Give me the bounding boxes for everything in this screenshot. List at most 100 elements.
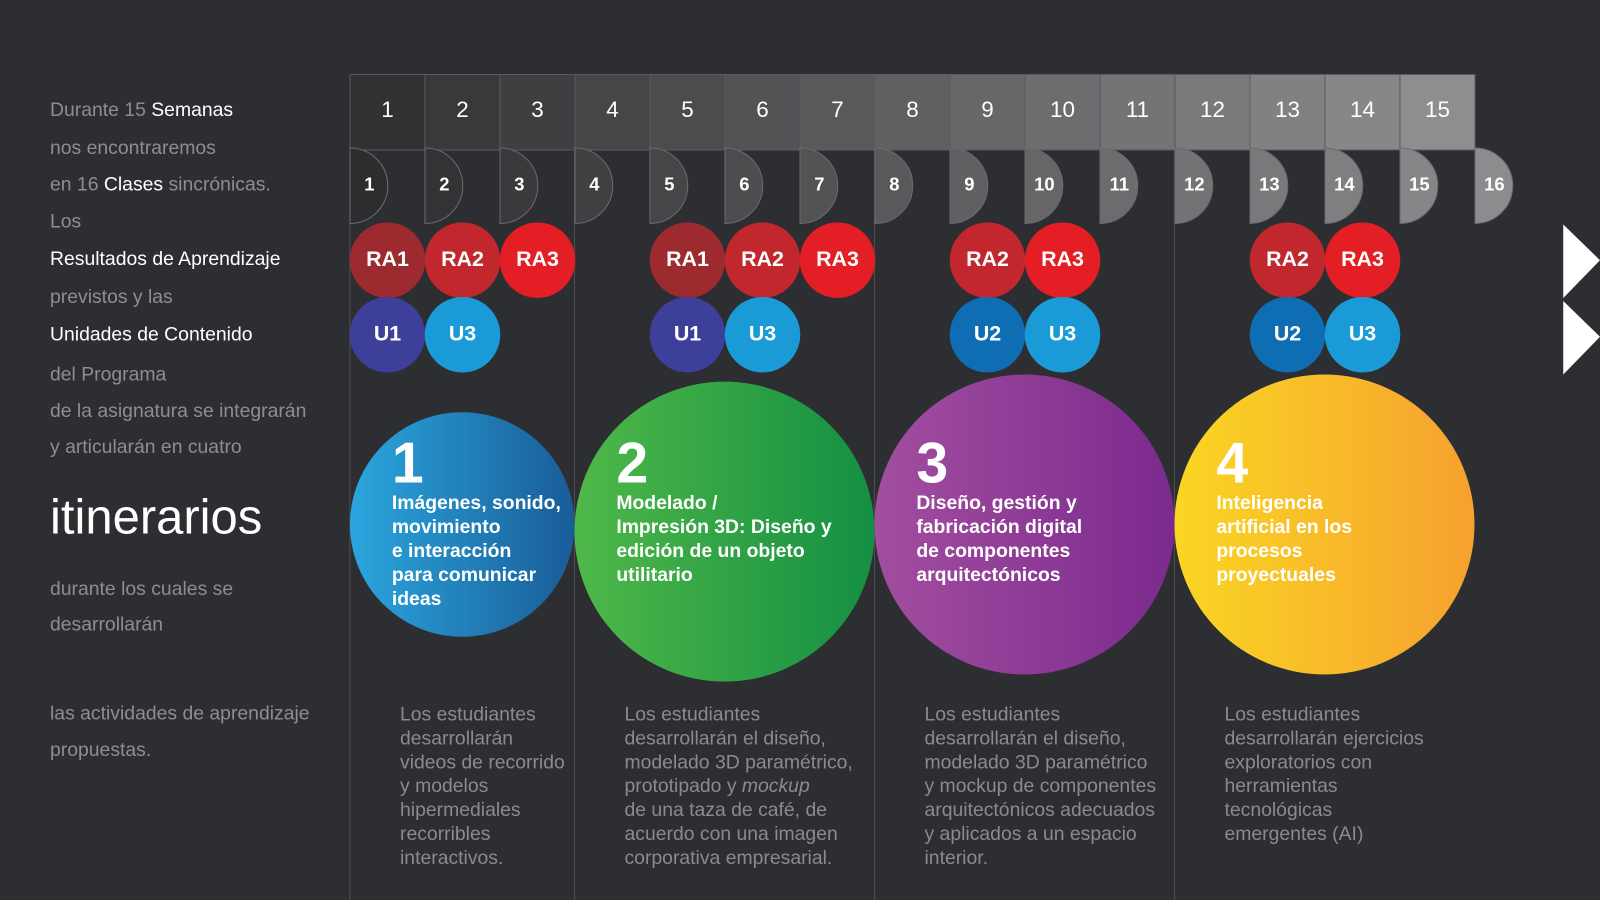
itinerary-description: y mockup de componentes [924,775,1156,797]
week-label: 13 [1275,97,1300,122]
intro-segment: de la asignatura se integrarán [50,400,306,422]
description-segment: modelado 3D paramétrico, [624,751,852,773]
itinerary-description: Los estudiantes [924,703,1060,725]
class-label: 15 [1409,174,1429,195]
intro-line: nos encontraremos [50,137,216,159]
itinerary-title: Inteligencia [1216,492,1323,514]
intro-line: Unidades de Contenido [50,324,253,346]
content-unit-label: U3 [749,321,776,345]
itinerary-title: Modelado / [616,492,718,514]
content-unit-label: U1 [674,321,701,345]
week-cell [649,73,726,151]
intro-line: en 16 Clases sincrónicas. [50,174,271,196]
content-unit [724,296,801,373]
class-marker [1174,147,1214,224]
week-cell [874,73,951,151]
class-marker [949,147,989,224]
learning-result-label: RA2 [441,247,484,271]
itinerary-description: acuerdo con una imagen [624,823,837,845]
itinerary-title: arquitectónicos [916,564,1060,586]
description-segment: emergentes (AI) [1224,823,1363,845]
learning-result [1249,222,1326,298]
intro-segment: Los [50,211,81,233]
description-segment: videos de recorrido [400,751,565,773]
class-marker [1399,147,1439,224]
learning-result-label: RA2 [966,247,1009,271]
class-label: 5 [664,174,674,195]
intro-segment: del Programa [50,364,167,386]
itinerary-title: edición de un objeto [616,540,805,562]
itinerary-description: desarrollarán el diseño, [624,727,825,749]
intro-segment: Semanas [151,99,233,121]
class-marker [724,147,764,224]
learning-result-label: RA2 [741,247,784,271]
itinerary-title: ideas [392,588,442,610]
class-marker [1024,147,1064,224]
learning-result [499,222,576,298]
class-marker [1099,147,1139,224]
itinerary-title: artificial en los [1216,516,1352,538]
content-unit-label: U2 [1274,321,1301,345]
itinerary-circle [574,381,875,682]
class-marker [1249,147,1289,224]
week-label: 11 [1126,97,1149,122]
learning-result-label: RA2 [1266,247,1309,271]
description-segment: Los estudiantes [924,703,1060,725]
arrow [1563,301,1600,375]
intro-segment: desarrollarán [50,614,163,636]
week-cell [574,73,651,151]
description-segment: y aplicados a un espacio [924,823,1136,845]
week-cell [799,73,876,151]
week-cell [1249,73,1326,151]
itinerary-description: interactivos. [400,847,503,869]
class-label: 8 [889,174,899,195]
week-label: 9 [981,97,993,122]
itinerary-description: Los estudiantes [624,703,760,725]
description-segment: prototipado y [624,775,741,797]
intro-segment: durante los cuales se [50,578,233,600]
description-segment: Los estudiantes [624,703,760,725]
week-cell [1399,73,1476,151]
class-label: 4 [589,174,600,195]
itinerary-title: fabricación digital [916,516,1082,538]
itinerary-description: arquitectónicos adecuados [924,799,1155,821]
itinerary-number: 3 [916,431,948,495]
week-cell [1324,73,1401,151]
description-segment: desarrollarán [400,727,513,749]
itinerary-description: Los estudiantes [1224,703,1360,725]
intro-line: de la asignatura se integrarán [50,400,306,422]
content-unit-label: U3 [1049,321,1076,345]
itinerary-title: proyectuales [1216,564,1336,586]
week-cell [1099,73,1176,151]
itinerary-title: utilitario [616,564,693,586]
description-segment: y mockup de componentes [924,775,1156,797]
class-label: 7 [814,174,824,195]
description-segment: desarrollarán ejercicios [1224,727,1423,749]
intro-line: desarrollarán [50,614,163,636]
class-marker [799,147,839,224]
class-label: 10 [1034,174,1054,195]
description-segment: modelado 3D paramétrico [924,751,1147,773]
week-label: 8 [906,97,918,122]
itinerary-description: desarrollarán [400,727,513,749]
content-unit [1024,296,1101,373]
week-label: 5 [681,97,693,122]
description-segment: interior. [924,847,988,869]
headline: itinerarios [50,490,262,544]
description-segment: herramientas [1224,775,1337,797]
itinerary-title: de componentes [916,540,1070,562]
learning-result [1024,222,1101,298]
week-label: 14 [1350,97,1375,122]
description-segment: tecnológicas [1224,799,1332,821]
week-label: 6 [756,97,768,122]
learning-result-label: RA3 [1041,247,1084,271]
itinerary-title: Imágenes, sonido, [392,492,561,514]
week-cell [949,73,1026,151]
itinerary-description: y modelos [400,775,488,797]
content-unit [1249,296,1326,373]
intro-segment: previstos y las [50,286,173,308]
description-segment: acuerdo con una imagen [624,823,837,845]
itinerary-title: e interacción [392,540,512,562]
week-label: 1 [381,97,393,122]
